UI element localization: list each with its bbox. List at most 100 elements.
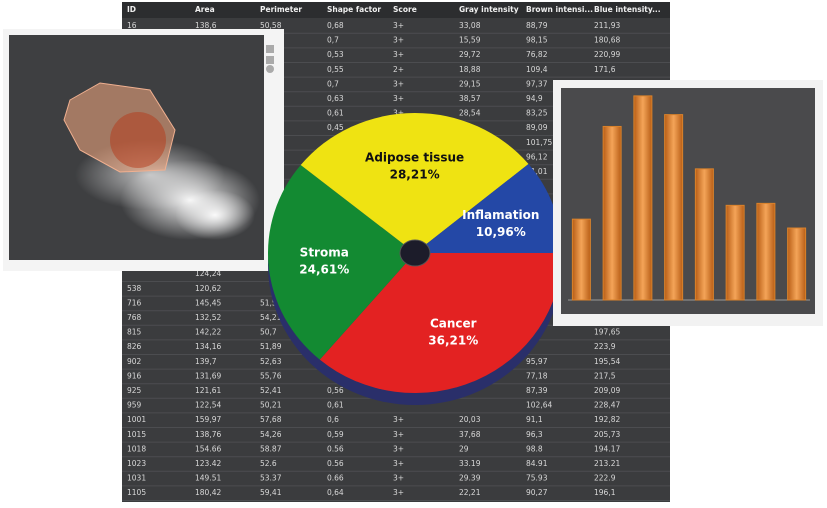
table-cell: 76,82 — [526, 50, 548, 59]
table-cell: 124,24 — [195, 269, 221, 278]
table-cell: 1023 — [127, 459, 146, 468]
table-cell: 37,68 — [459, 430, 481, 439]
table-cell: 0.56 — [327, 459, 344, 468]
table-cell: 0,64 — [327, 488, 344, 497]
table-cell: 925 — [127, 386, 142, 395]
table-cell: 205,73 — [594, 430, 620, 439]
table-cell: 28,54 — [459, 109, 481, 118]
table-cell: 3+ — [393, 474, 404, 483]
tool-icon[interactable] — [266, 65, 274, 73]
pie-chart: Cancer 36,21% Stroma 24,61% Adipose tissue 28… — [268, 113, 562, 405]
table-cell: 826 — [127, 342, 142, 351]
table-cell: 0,45 — [327, 123, 344, 132]
table-cell: 217,5 — [594, 371, 616, 380]
table-cell: 171,6 — [594, 65, 616, 74]
table-cell: 194.17 — [594, 444, 620, 453]
table-cell: 145,45 — [195, 298, 221, 307]
table-cell: 51,5 — [260, 298, 277, 307]
table-cell: 53.37 — [260, 474, 282, 483]
table-cell: 0,55 — [327, 65, 344, 74]
bar — [602, 125, 622, 301]
table-cell: 98,15 — [526, 36, 548, 45]
table-cell: 0.66 — [327, 474, 344, 483]
table-cell: 222.9 — [594, 474, 616, 483]
table-cell: 0,6 — [327, 415, 339, 424]
table-cell: 196,1 — [594, 488, 616, 497]
table-cell: 84.91 — [526, 459, 548, 468]
table-cell: 91,01 — [526, 167, 548, 176]
table-cell: 29,15 — [459, 79, 481, 88]
table-cell: 29.39 — [459, 474, 481, 483]
pie-slice — [415, 164, 562, 253]
table-cell: 91,1 — [526, 415, 543, 424]
table-cell: 0.56 — [327, 444, 344, 453]
table-cell: 96,12 — [526, 152, 548, 161]
table-cell: 0,61 — [327, 109, 344, 118]
table-cell: 54,26 — [260, 430, 282, 439]
table-cell: 197,65 — [594, 328, 620, 337]
table-cell: 716 — [127, 298, 142, 307]
table-cell: 3+ — [393, 109, 404, 118]
tool-icon[interactable] — [266, 56, 274, 64]
table-cell: 55,76 — [260, 371, 282, 380]
table-cell: 18,88 — [459, 65, 481, 74]
table-cell: 0,59 — [327, 430, 344, 439]
table-cell: 33,08 — [459, 21, 481, 30]
table-cell: 97,37 — [526, 79, 548, 88]
table-cell: 90,27 — [526, 488, 548, 497]
table-cell: 94,9 — [526, 94, 543, 103]
table-cell: 213.21 — [594, 459, 620, 468]
table-cell: 57,68 — [260, 415, 282, 424]
table-cell: 3+ — [393, 459, 404, 468]
table-cell: 3+ — [393, 430, 404, 439]
table-cell: 58.87 — [260, 444, 282, 453]
table-cell: 0,63 — [327, 94, 344, 103]
slice-value-label: 10,96% — [476, 225, 526, 239]
table-cell: 120,62 — [195, 284, 221, 293]
table-cell: 211,93 — [594, 21, 620, 30]
table-cell: 228,47 — [594, 401, 620, 410]
plot-area — [561, 88, 815, 314]
table-cell: 3+ — [393, 50, 404, 59]
table-cell: 29,72 — [459, 50, 481, 59]
table-cell: 959 — [127, 401, 142, 410]
table-cell: 131,69 — [195, 371, 221, 380]
pie-slice — [300, 113, 529, 253]
pie-slice — [319, 253, 562, 393]
table-cell: 1105 — [127, 488, 146, 497]
table-cell: 33.19 — [459, 459, 481, 468]
column-header: Area — [195, 5, 215, 14]
table-cell: 223,9 — [594, 342, 616, 351]
table-cell: 192,82 — [594, 415, 620, 424]
table-cell: 0,7 — [327, 79, 339, 88]
table-cell: 121,61 — [195, 386, 221, 395]
table-cell: 159,97 — [195, 415, 221, 424]
table-cell: 134,16 — [195, 342, 221, 351]
table-cell: 52.6 — [260, 459, 277, 468]
bar — [571, 218, 591, 301]
table-cell: 902 — [127, 357, 142, 366]
column-header: Gray intensity — [459, 5, 519, 14]
tool-icon[interactable] — [266, 45, 274, 53]
table-cell: 0,53 — [327, 50, 344, 59]
column-header: Blue intensity... — [594, 5, 661, 14]
table-cell: 3+ — [393, 415, 404, 424]
table-cell: 149.51 — [195, 474, 221, 483]
table-cell: 220,99 — [594, 50, 620, 59]
slice-value-label: 28,21% — [390, 168, 440, 182]
table-cell: 122,54 — [195, 401, 221, 410]
table-cell: 89,09 — [526, 123, 548, 132]
table-cell: 538 — [127, 284, 142, 293]
table-cell: 123.42 — [195, 459, 221, 468]
table-cell: 98.8 — [526, 444, 543, 453]
table-cell: 38,57 — [459, 94, 481, 103]
table-cell: 0,56 — [327, 386, 344, 395]
table-cell: 180,42 — [195, 488, 221, 497]
table-cell: 195,54 — [594, 357, 620, 366]
bar — [664, 114, 684, 301]
column-header: Score — [393, 5, 417, 14]
table-cell: 138,6 — [195, 21, 217, 30]
table-cell: 109,4 — [526, 65, 548, 74]
table-cell: 3+ — [393, 488, 404, 497]
